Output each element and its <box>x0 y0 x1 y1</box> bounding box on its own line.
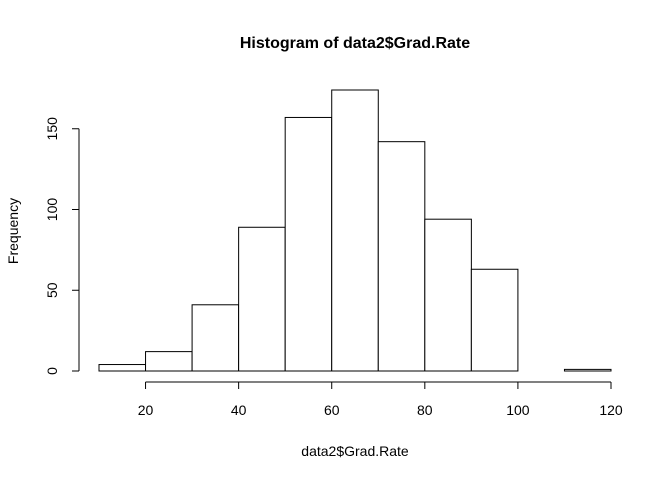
histogram-bar <box>191 304 240 372</box>
histogram-bar <box>331 89 379 372</box>
x-tick-label: 20 <box>138 402 154 418</box>
y-axis-title: Frequency <box>5 198 21 264</box>
y-tick-label: 100 <box>44 198 60 222</box>
histogram-bar <box>145 351 193 372</box>
y-axis: 0 50 100 150 <box>44 117 80 375</box>
chart-title: Histogram of data2$Grad.Rate <box>240 35 470 52</box>
x-tick-label: 100 <box>506 402 530 418</box>
x-tick-label: 120 <box>599 402 623 418</box>
x-tick-label: 40 <box>231 402 247 418</box>
x-tick-label: 80 <box>417 402 433 418</box>
histogram-bar <box>424 218 472 372</box>
y-tick-label: 0 <box>44 367 60 375</box>
histogram-bar <box>470 268 519 372</box>
histogram-bar <box>563 368 612 372</box>
histogram-bar <box>238 226 286 372</box>
x-axis: 20 40 60 80 100 120 <box>138 381 623 418</box>
y-tick-label: 50 <box>44 282 60 298</box>
y-tick-label: 150 <box>44 117 60 141</box>
histogram-bar <box>377 141 426 372</box>
histogram-bar <box>284 116 333 372</box>
histogram-bar <box>98 364 147 372</box>
bars-group <box>98 89 612 372</box>
x-axis-title: data2$Grad.Rate <box>301 443 409 459</box>
x-tick-label: 60 <box>324 402 340 418</box>
